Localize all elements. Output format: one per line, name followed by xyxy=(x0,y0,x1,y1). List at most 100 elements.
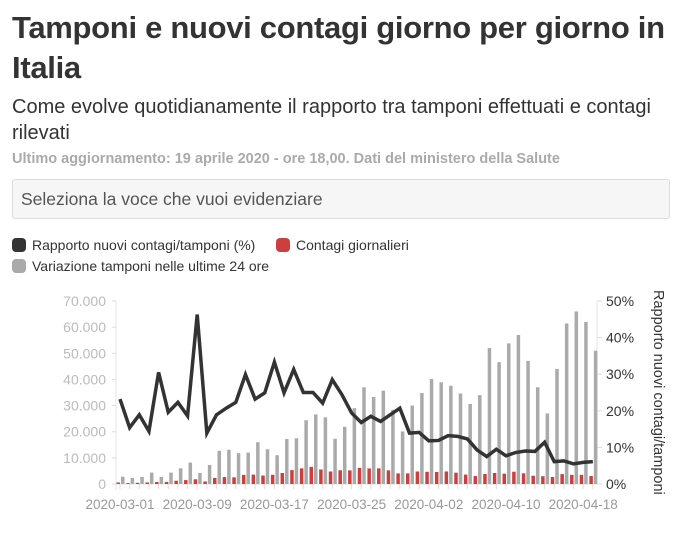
bar-contagi xyxy=(309,466,313,484)
y-left-tick-label: 20.000 xyxy=(63,424,106,440)
bar-tamponi xyxy=(159,476,164,484)
y-right-tick-label: 20% xyxy=(606,403,634,419)
bar-contagi xyxy=(560,474,564,484)
y-right-tick-label: 30% xyxy=(606,366,634,382)
bar-contagi xyxy=(338,470,342,484)
bar-tamponi xyxy=(439,382,443,484)
bar-contagi xyxy=(483,473,487,484)
bar-tamponi xyxy=(342,426,347,484)
legend-label: Rapporto nuovi contagi/tamponi (%) xyxy=(32,237,256,253)
bar-tamponi xyxy=(178,468,183,484)
y-axis-left-label: Numero nuovi contagi e tamponi xyxy=(34,288,51,511)
update-note: Ultimo aggiornamento: 19 aprile 2020 - o… xyxy=(12,151,560,167)
page-subtitle: Come evolve quotidianamente il rapporto … xyxy=(12,96,651,144)
bar-tamponi xyxy=(526,360,530,484)
bar-tamponi xyxy=(420,393,424,484)
bar-tamponi xyxy=(593,350,598,484)
bar-tamponi xyxy=(478,395,482,484)
line-rapporto xyxy=(118,314,593,466)
bar-contagi xyxy=(463,474,468,484)
bar-contagi xyxy=(328,471,333,484)
bar-contagi xyxy=(357,467,362,484)
bar-tamponi xyxy=(130,477,135,484)
bar-contagi xyxy=(502,473,506,484)
x-tick-label: 2020-04-10 xyxy=(471,497,540,512)
bar-contagi xyxy=(444,471,449,484)
legend-item-tests[interactable]: Variazione tamponi nelle ultime 24 ore xyxy=(12,258,269,274)
bar-tamponi xyxy=(507,343,511,484)
bar-tamponi xyxy=(285,439,289,484)
bar-contagi xyxy=(473,476,478,484)
bar-contagi xyxy=(145,482,149,484)
bar-tamponi xyxy=(333,438,337,484)
legend-swatch xyxy=(12,238,26,252)
y-left-tick-label: 0 xyxy=(98,476,106,492)
bar-contagi xyxy=(541,476,545,484)
bar-contagi xyxy=(377,468,381,484)
bar-contagi xyxy=(454,472,458,484)
bar-contagi xyxy=(155,481,159,484)
bar-contagi xyxy=(299,468,304,484)
bar-contagi xyxy=(174,480,178,484)
bar-tamponi xyxy=(256,442,260,484)
bar-contagi xyxy=(290,470,294,484)
x-tick-label: 2020-04-02 xyxy=(394,497,463,512)
bar-contagi xyxy=(213,477,217,484)
y-left-tick-label: 40.000 xyxy=(63,371,106,387)
bar-tamponi xyxy=(555,368,559,484)
x-tick-label: 2020-03-01 xyxy=(85,497,154,512)
bar-contagi xyxy=(367,468,371,484)
bar-tamponi xyxy=(121,476,125,484)
bar-tamponi xyxy=(410,405,414,484)
bar-contagi xyxy=(280,473,285,484)
bar-contagi xyxy=(232,477,236,484)
bar-contagi xyxy=(193,479,198,484)
bar-tamponi xyxy=(362,387,366,484)
bar-contagi xyxy=(222,477,227,484)
y-right-tick-label: 50% xyxy=(606,293,634,309)
bar-tamponi xyxy=(265,449,270,484)
legend-label: Contagi giornalieri xyxy=(296,237,409,253)
bar-contagi xyxy=(550,477,555,484)
x-tick-label: 2020-03-25 xyxy=(317,497,386,512)
bar-contagi xyxy=(319,469,323,484)
bar-tamponi xyxy=(391,409,395,484)
bar-tamponi xyxy=(497,362,501,484)
bar-contagi xyxy=(241,474,246,484)
bar-contagi xyxy=(184,480,188,484)
bar-contagi xyxy=(348,470,352,484)
bar-tamponi xyxy=(574,311,579,484)
bar-tamponi xyxy=(140,476,144,484)
legend-label: Variazione tamponi nelle ultime 24 ore xyxy=(32,258,270,274)
bar-tamponi xyxy=(188,462,193,484)
y-left-tick-label: 30.000 xyxy=(63,398,106,414)
bar-contagi xyxy=(116,482,120,484)
bar-tamponi xyxy=(275,455,279,484)
bar-tamponi xyxy=(487,348,492,484)
bar-contagi xyxy=(386,470,391,484)
bar-tamponi xyxy=(217,450,221,484)
y-right-tick-label: 40% xyxy=(606,330,634,346)
legend-item-ratio[interactable]: Rapporto nuovi contagi/tamponi (%) xyxy=(12,237,255,253)
legend-swatch xyxy=(12,259,26,273)
bar-tamponi xyxy=(535,387,540,484)
highlight-select[interactable]: Seleziona la voce che vuoi evidenziare xyxy=(12,179,670,219)
bar-contagi xyxy=(126,483,130,484)
x-tick-label: 2020-03-17 xyxy=(240,497,309,512)
bar-contagi xyxy=(512,471,516,484)
y-axis-right-label: Rapporto nuovi contagi/tamponi xyxy=(650,290,666,495)
bar-tamponi xyxy=(246,452,250,484)
y-left-tick-label: 60.000 xyxy=(63,319,106,335)
bar-contagi xyxy=(135,482,140,484)
legend-item-cases[interactable]: Contagi giornalieri xyxy=(276,237,409,253)
bar-contagi xyxy=(521,473,526,484)
bar-tamponi xyxy=(429,378,434,484)
bar-tamponi xyxy=(516,334,521,484)
x-tick-label: 2020-04-18 xyxy=(549,497,618,512)
chart: 0 10.000 20.000 30.000 40.000 50.000 60.000 70.… xyxy=(34,288,666,512)
bar-tamponi xyxy=(381,390,386,484)
bar-tamponi xyxy=(207,464,212,484)
bar-tamponi xyxy=(227,449,231,484)
bar-tamponi xyxy=(169,472,173,484)
bar-contagi xyxy=(164,481,169,484)
